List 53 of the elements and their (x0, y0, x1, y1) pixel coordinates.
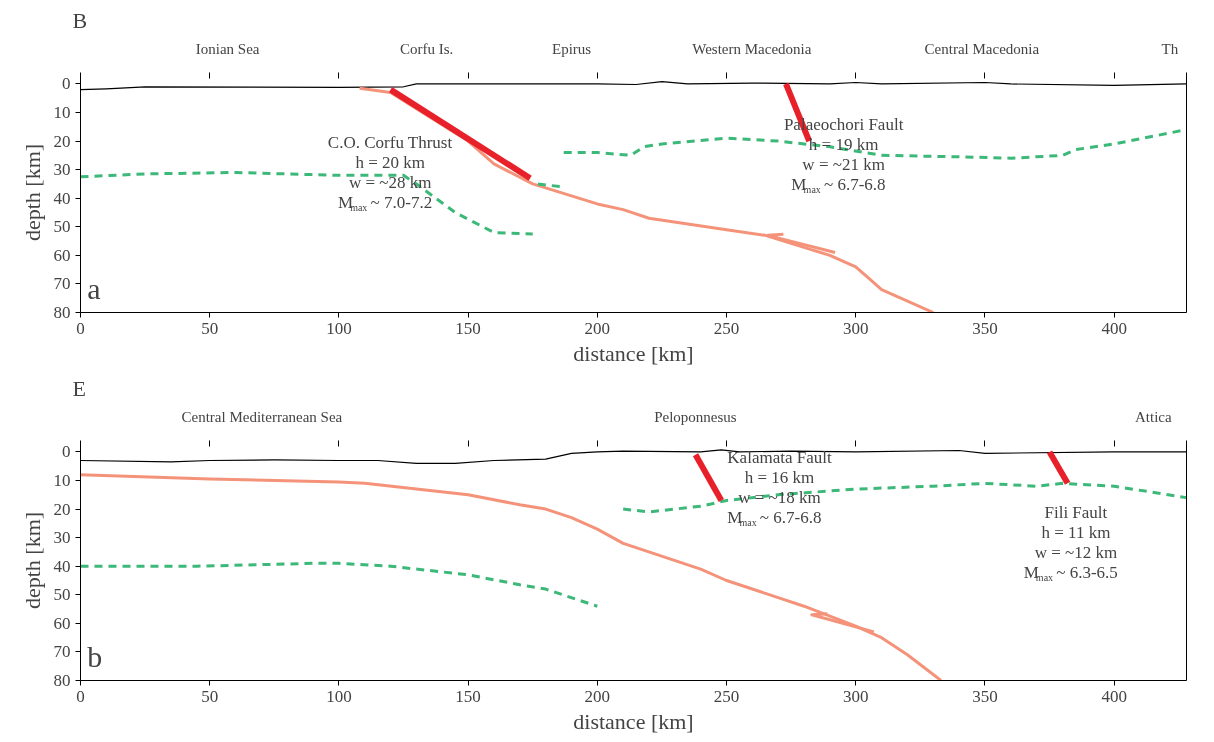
y-axis-title: depth [km] (19, 143, 45, 242)
x-tick-label: 50 (201, 686, 219, 706)
y-tick-label: 30 (53, 528, 71, 548)
y-tick-label: 70 (53, 274, 71, 294)
x-tick-label: 150 (455, 686, 481, 706)
y-tick-label: 10 (53, 471, 71, 490)
x-tick-label: 50 (201, 318, 219, 338)
y-tick-label: 0 (62, 74, 71, 94)
x-tick-label: 100 (326, 318, 352, 338)
text: Peloponnesus (654, 408, 737, 425)
x-axis-title: distance [km] (573, 708, 694, 734)
chart-title: E (72, 375, 86, 401)
x-axis-title: distance [km] (573, 340, 694, 366)
y-tick-label: 50 (53, 585, 71, 605)
x-tick-label: 250 (713, 686, 740, 706)
x-tick-label: 350 (972, 686, 998, 706)
y-tick-label: 10 (53, 103, 71, 122)
x-tick-label: 200 (584, 318, 611, 338)
y-tick-label: 80 (53, 671, 71, 690)
chart-title: B (72, 7, 88, 33)
text: Th (1161, 40, 1179, 57)
x-tick-label: 400 (1101, 318, 1127, 338)
x-tick-label: 400 (1101, 686, 1127, 706)
text: Western Macedonia (692, 40, 812, 57)
y-tick-label: 60 (53, 245, 71, 265)
annotation: a (87, 272, 101, 306)
y-tick-label: 80 (53, 303, 71, 322)
x-tick-label: 0 (76, 318, 85, 338)
x-tick-label: 350 (972, 318, 998, 338)
y-tick-label: 0 (62, 442, 71, 462)
text: Corfu Is. (400, 40, 454, 57)
x-tick-label: 0 (76, 686, 85, 706)
x-tick-label: 300 (842, 686, 869, 706)
y-tick-label: 30 (53, 160, 71, 180)
y-tick-label: 60 (53, 613, 71, 633)
annotation: b (87, 640, 103, 674)
y-tick-label: 50 (53, 217, 71, 237)
x-tick-label: 200 (584, 686, 611, 706)
y-tick-label: 70 (53, 642, 71, 662)
text: Central Mediterranean Sea (181, 408, 343, 425)
text: Attica (1134, 408, 1172, 425)
y-tick-label: 40 (53, 188, 71, 208)
y-tick-label: 20 (53, 131, 71, 151)
y-axis-title: depth [km] (19, 511, 45, 610)
text: Ionian Sea (195, 40, 260, 57)
text: Epirus (551, 40, 592, 57)
x-tick-label: 100 (326, 686, 352, 706)
x-tick-label: 150 (455, 318, 481, 338)
x-tick-label: 300 (842, 318, 869, 338)
x-tick-label: 250 (713, 318, 740, 338)
text: Central Macedonia (924, 40, 1040, 57)
y-tick-label: 20 (53, 499, 71, 519)
y-tick-label: 40 (53, 556, 71, 576)
